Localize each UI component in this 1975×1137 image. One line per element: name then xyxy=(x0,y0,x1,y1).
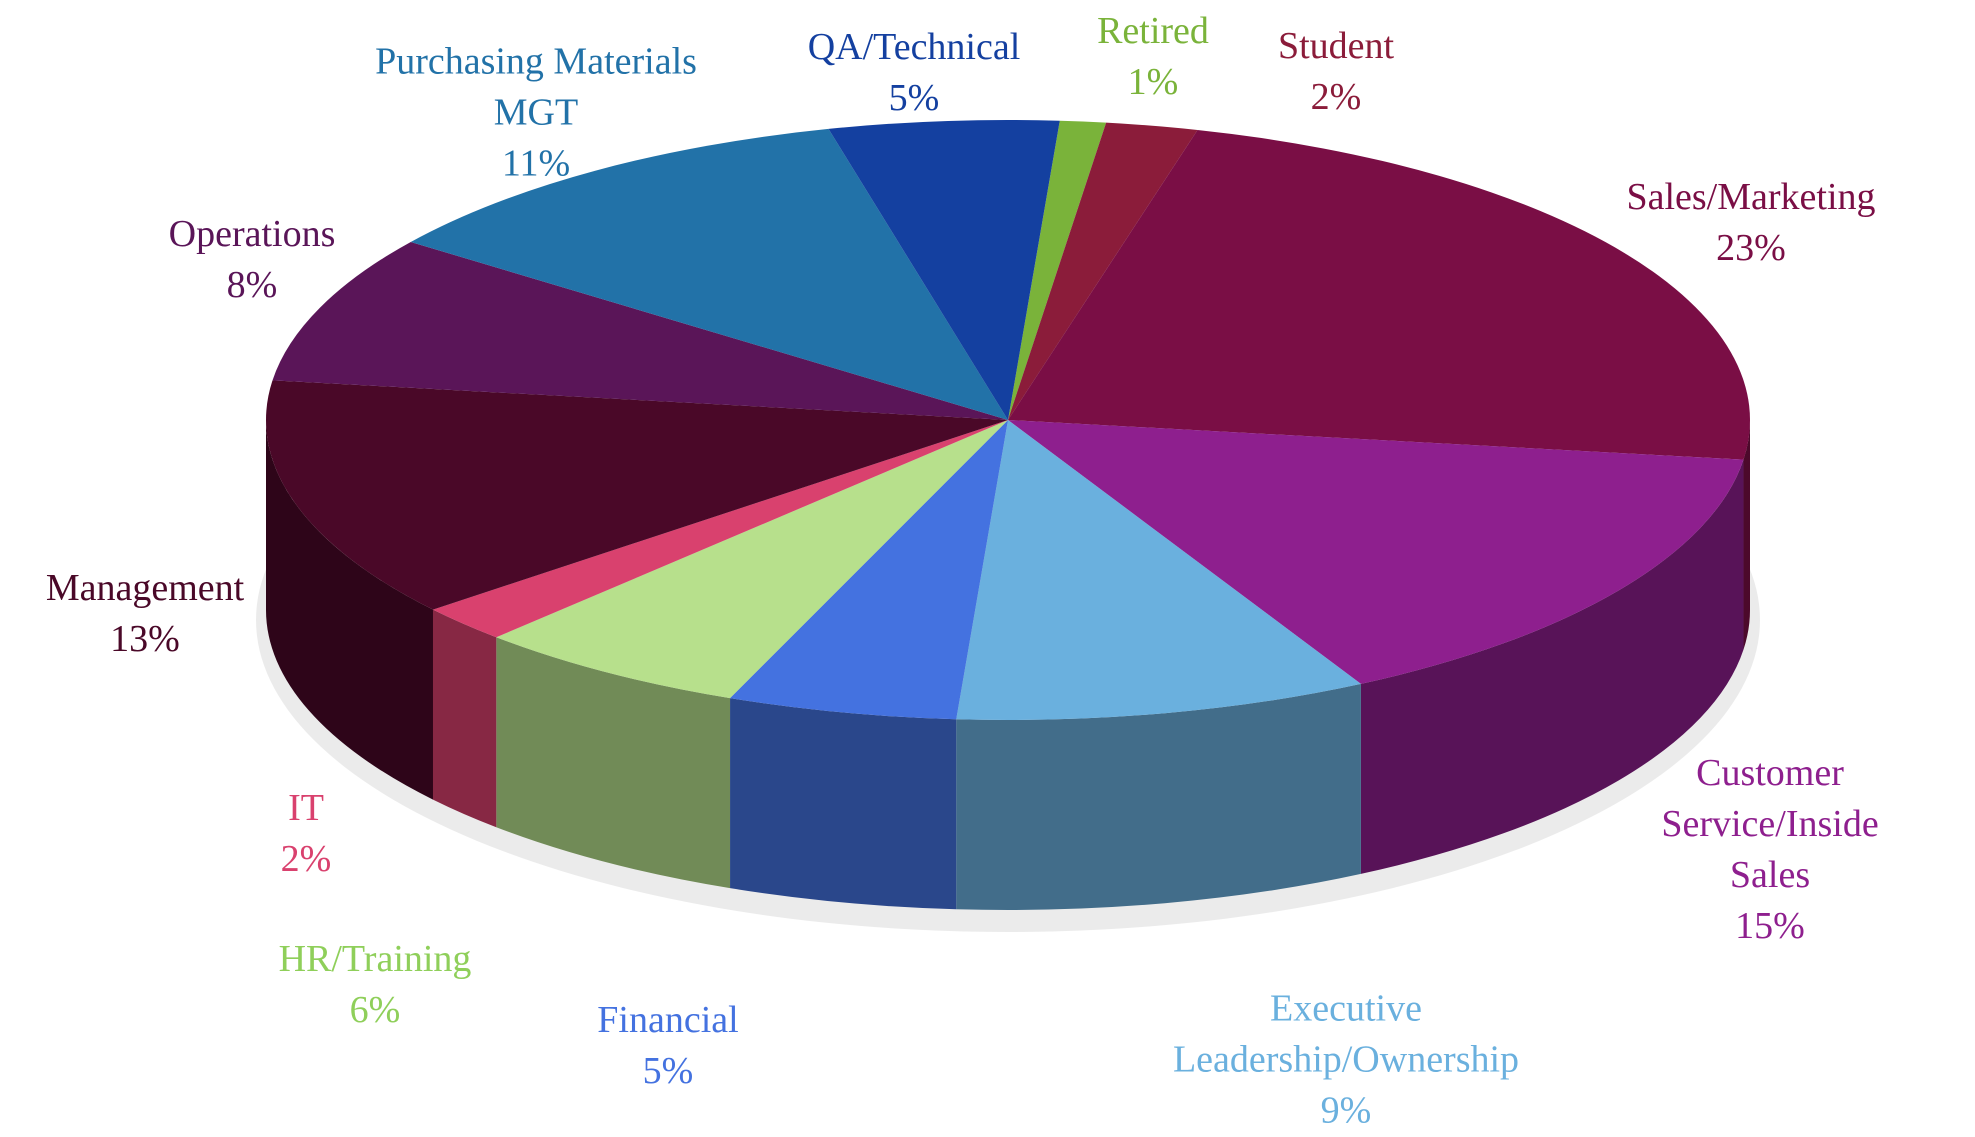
slice-label: IT 2% xyxy=(281,783,332,885)
value-label: 2% xyxy=(280,838,332,880)
category-name: Management xyxy=(45,567,245,609)
slice-label: Purchasing Materials MGT 11% xyxy=(375,37,697,190)
category-name: Student xyxy=(1277,25,1395,67)
slice-tops xyxy=(266,120,1750,720)
slice-side xyxy=(1743,420,1750,650)
slice xyxy=(496,420,1008,699)
slice-label: Customer Service/Inside Sales 15% xyxy=(1661,748,1878,952)
slice-side xyxy=(730,698,957,910)
slice-side xyxy=(1360,459,1744,874)
value-label: 6% xyxy=(349,989,401,1031)
slice-side xyxy=(496,637,731,889)
category-name: Customer Service/Inside Sales xyxy=(1661,752,1879,896)
category-name: Financial xyxy=(597,999,739,1041)
slice xyxy=(1008,129,1750,460)
slice xyxy=(1008,120,1107,421)
slice-label: Retired 1% xyxy=(1097,6,1209,108)
category-name: Sales/Marketing xyxy=(1626,176,1876,218)
slice-label: Sales/Marketing 23% xyxy=(1626,172,1875,274)
slice-label: Financial 5% xyxy=(597,995,738,1097)
slice-label: Management 13% xyxy=(46,563,244,665)
value-label: 1% xyxy=(1127,61,1179,103)
side-walls xyxy=(266,420,1750,910)
value-label: 2% xyxy=(1310,76,1362,118)
category-name: IT xyxy=(288,787,324,829)
category-name: Operations xyxy=(168,213,336,255)
slice-label: HR/Training 6% xyxy=(279,934,472,1036)
value-label: 23% xyxy=(1716,227,1786,269)
category-name: Executive Leadership/Ownership xyxy=(1172,987,1520,1081)
value-label: 9% xyxy=(1320,1089,1372,1132)
slice-label: QA/Technical 5% xyxy=(808,22,1021,124)
slice xyxy=(1008,420,1744,684)
slice-side xyxy=(266,420,433,800)
category-name: QA/Technical xyxy=(807,26,1021,68)
slice-label: Executive Leadership/Ownership 9% xyxy=(1173,984,1519,1137)
category-name: Retired xyxy=(1097,10,1209,52)
value-label: 5% xyxy=(642,1050,694,1092)
value-label: 11% xyxy=(501,142,571,185)
slice-side xyxy=(432,609,497,828)
slice xyxy=(1008,122,1198,420)
slice xyxy=(266,380,1008,610)
slice-side xyxy=(956,683,1361,910)
slice xyxy=(410,128,1008,420)
value-label: 5% xyxy=(888,77,940,119)
value-label: 15% xyxy=(1735,905,1805,947)
slice xyxy=(730,420,1008,720)
value-label: 8% xyxy=(226,264,278,306)
slice xyxy=(828,120,1060,420)
category-name: Purchasing Materials MGT xyxy=(375,40,697,134)
slice xyxy=(272,241,1008,420)
slice-label: Operations 8% xyxy=(169,209,336,311)
slice xyxy=(956,420,1361,720)
category-name: HR/Training xyxy=(278,938,472,980)
slice-label: Student 2% xyxy=(1278,21,1394,123)
slice xyxy=(432,420,1008,638)
value-label: 13% xyxy=(110,618,180,660)
